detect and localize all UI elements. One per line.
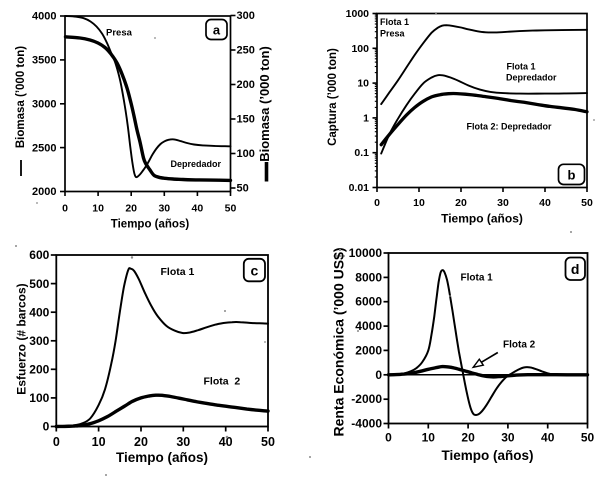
svg-text:4000: 4000 xyxy=(355,319,382,333)
svg-text:50: 50 xyxy=(581,431,595,445)
svg-text:30: 30 xyxy=(501,431,515,445)
svg-text:10: 10 xyxy=(92,203,104,215)
svg-text:1000: 1000 xyxy=(346,8,370,20)
svg-text:2500: 2500 xyxy=(32,142,56,154)
svg-text:0: 0 xyxy=(53,435,60,449)
svg-text:30: 30 xyxy=(497,197,509,209)
svg-text:Esfuerzo (# barcos): Esfuerzo (# barcos) xyxy=(15,283,29,394)
svg-text:500: 500 xyxy=(29,277,49,291)
svg-text:40: 40 xyxy=(541,431,555,445)
svg-text:Depredador: Depredador xyxy=(506,73,557,83)
svg-text:0: 0 xyxy=(375,368,382,382)
svg-text:150: 150 xyxy=(237,114,255,126)
svg-text:100: 100 xyxy=(29,391,49,405)
svg-text:d: d xyxy=(571,261,580,277)
svg-text:40: 40 xyxy=(192,203,204,215)
svg-text:b: b xyxy=(568,168,576,183)
svg-text:30: 30 xyxy=(158,203,170,215)
svg-text:Presa: Presa xyxy=(380,29,406,39)
svg-text:Tiempo (años): Tiempo (años) xyxy=(111,219,190,231)
svg-text:300: 300 xyxy=(237,10,255,22)
svg-text:20: 20 xyxy=(134,435,148,449)
svg-text:8000: 8000 xyxy=(355,270,382,284)
svg-text:30: 30 xyxy=(176,435,190,449)
svg-text:10: 10 xyxy=(422,431,436,445)
svg-text:6000: 6000 xyxy=(355,295,382,309)
svg-text:Renta Económica (’000 US$): Renta Económica (’000 US$) xyxy=(331,247,347,436)
svg-text:10: 10 xyxy=(357,78,369,90)
svg-text:Biomasa (’000 ton): Biomasa (’000 ton) xyxy=(257,46,272,162)
svg-text:40: 40 xyxy=(219,435,233,449)
svg-text:40: 40 xyxy=(539,197,551,209)
svg-text:0.1: 0.1 xyxy=(354,147,369,159)
svg-text:2000: 2000 xyxy=(355,343,382,357)
svg-text:Tiempo (años): Tiempo (años) xyxy=(116,450,208,465)
svg-text:0: 0 xyxy=(43,420,50,434)
svg-text:200: 200 xyxy=(29,363,49,377)
svg-text:3500: 3500 xyxy=(32,55,56,67)
svg-text:Tiempo (años): Tiempo (años) xyxy=(441,212,523,226)
svg-text:50: 50 xyxy=(581,197,593,209)
svg-text:20: 20 xyxy=(455,197,467,209)
svg-text:50: 50 xyxy=(237,183,249,195)
svg-text:Depredador: Depredador xyxy=(171,159,222,169)
svg-text:400: 400 xyxy=(29,305,49,319)
svg-text:200: 200 xyxy=(237,79,255,91)
svg-text:10: 10 xyxy=(92,435,106,449)
svg-text:10000: 10000 xyxy=(349,246,383,260)
svg-text:Flota 2: Flota 2 xyxy=(204,376,241,388)
svg-text:Flota 1: Flota 1 xyxy=(380,17,409,27)
svg-text:50: 50 xyxy=(225,203,237,215)
svg-text:Flota 1: Flota 1 xyxy=(507,61,536,71)
svg-text:a: a xyxy=(213,23,221,38)
svg-text:300: 300 xyxy=(29,334,49,348)
svg-text:50: 50 xyxy=(261,435,275,449)
svg-text:-2000: -2000 xyxy=(351,392,382,406)
svg-text:0: 0 xyxy=(385,431,392,445)
svg-text:0: 0 xyxy=(62,203,68,215)
svg-text:250: 250 xyxy=(237,45,255,57)
svg-text:Captura (’000 ton): Captura (’000 ton) xyxy=(327,48,339,146)
svg-text:Flota 2: Flota 2 xyxy=(503,340,536,351)
svg-text:-4000: -4000 xyxy=(351,417,382,431)
svg-text:0.01: 0.01 xyxy=(349,182,370,194)
svg-text:600: 600 xyxy=(29,248,49,262)
svg-text:Tiempo (años): Tiempo (años) xyxy=(441,448,533,463)
svg-text:Flota 1: Flota 1 xyxy=(461,273,494,284)
svg-text:4000: 4000 xyxy=(32,11,56,23)
svg-text:100: 100 xyxy=(237,148,255,160)
svg-text:100: 100 xyxy=(351,43,369,55)
svg-text:20: 20 xyxy=(125,203,137,215)
svg-text:10: 10 xyxy=(413,197,425,209)
svg-text:20: 20 xyxy=(461,431,475,445)
svg-text:Flota 2: Depredador: Flota 2: Depredador xyxy=(467,121,553,131)
svg-text:Flota 1: Flota 1 xyxy=(161,266,195,278)
svg-text:Biomasa (’000 ton): Biomasa (’000 ton) xyxy=(15,46,27,148)
svg-text:2000: 2000 xyxy=(32,186,56,198)
svg-text:Presa: Presa xyxy=(106,28,133,39)
svg-text:0: 0 xyxy=(374,197,380,209)
svg-text:3000: 3000 xyxy=(32,99,56,111)
svg-text:c: c xyxy=(251,263,259,279)
svg-text:1: 1 xyxy=(363,112,369,124)
